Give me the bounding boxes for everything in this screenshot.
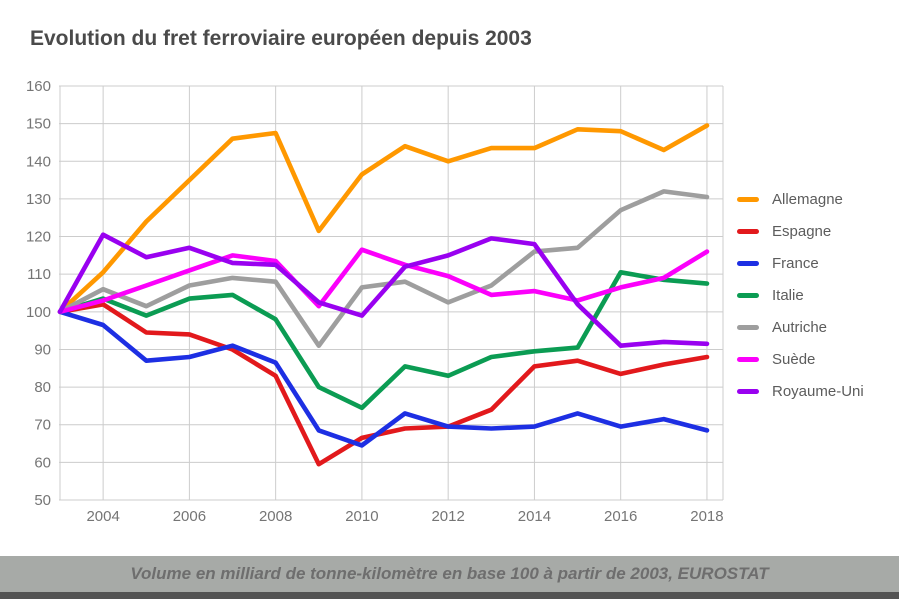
legend-swatch (737, 260, 759, 266)
legend-label: Italie (772, 286, 804, 304)
legend-label: Espagne (772, 222, 832, 240)
x-tick-label: 2018 (690, 508, 723, 525)
y-tick-label: 110 (27, 266, 51, 283)
series-line-italie (57, 269, 710, 411)
x-tick-label: 2004 (86, 508, 119, 525)
footer-band: Volume en milliard de tonne-kilomètre en… (0, 556, 899, 592)
legend-swatch (737, 324, 759, 330)
y-tick-label: 160 (26, 78, 51, 95)
legend-item-italie: Italie (737, 279, 897, 311)
series-line-royaume-uni (57, 232, 710, 349)
legend-label: Royaume-Uni (772, 382, 864, 400)
y-axis-tick-labels: 50 60 70 80 90 100 110 120 130 140 150 160 (26, 78, 51, 509)
y-tick-label: 80 (34, 379, 51, 396)
legend-swatch (737, 388, 759, 394)
gridlines (59, 85, 724, 501)
legend-swatch (737, 356, 759, 362)
legend-label: Suède (772, 350, 816, 368)
series-line-autriche (57, 189, 710, 349)
series-line-allemagne (57, 123, 710, 315)
legend-item-royaume-uni: Royaume-Uni (737, 375, 897, 407)
series-line-france (57, 309, 710, 448)
y-tick-label: 150 (26, 116, 51, 133)
y-tick-label: 130 (26, 191, 51, 208)
legend-swatch (737, 292, 759, 298)
y-tick-label: 90 (34, 341, 51, 358)
series-line-espagne (57, 301, 710, 467)
legend-item-autriche: Autriche (737, 311, 897, 343)
chart-title: Evolution du fret ferroviaire européen d… (30, 27, 532, 50)
legend-swatch (737, 196, 759, 202)
x-tick-label: 2010 (345, 508, 378, 525)
legend-label: Autriche (772, 318, 828, 336)
y-tick-label: 120 (26, 229, 51, 246)
footer-bottom-bar (0, 592, 899, 599)
series-line-su-de (57, 247, 710, 315)
legend-item-allemagne: Allemagne (737, 183, 897, 215)
y-tick-label: 60 (34, 454, 51, 471)
x-tick-label: 2014 (518, 508, 551, 525)
y-tick-label: 100 (26, 304, 51, 321)
x-tick-label: 2006 (173, 508, 206, 525)
y-tick-label: 70 (34, 417, 51, 434)
chart-legend: Allemagne Espagne France Italie Autriche Suèd… (737, 183, 897, 407)
legend-swatch (737, 228, 759, 234)
x-axis-tick-labels: 2004 2006 2008 2010 2012 2014 2016 2018 (86, 508, 723, 525)
x-tick-label: 2008 (259, 508, 292, 525)
legend-label: France (772, 254, 819, 272)
legend-item-espagne: Espagne (737, 215, 897, 247)
y-tick-label: 50 (34, 492, 51, 509)
x-tick-label: 2012 (431, 508, 464, 525)
legend-item-france: France (737, 247, 897, 279)
legend-label: Allemagne (772, 190, 843, 208)
footer-caption: Volume en milliard de tonne-kilomètre en… (130, 564, 769, 583)
y-tick-label: 140 (26, 153, 51, 170)
x-tick-label: 2016 (604, 508, 637, 525)
legend-item-su-de: Suède (737, 343, 897, 375)
